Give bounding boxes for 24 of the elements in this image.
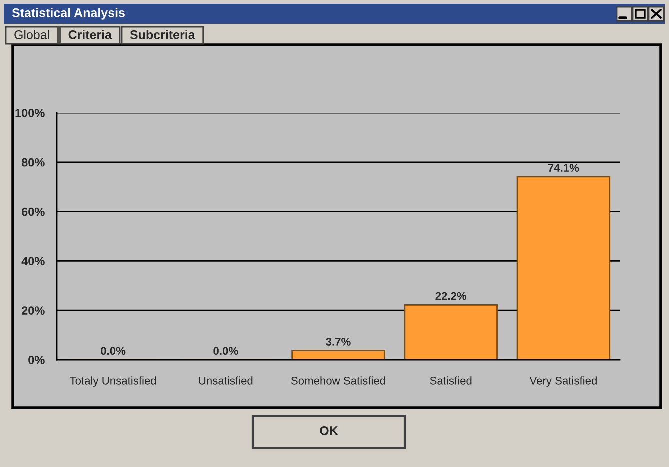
bar (292, 350, 386, 360)
x-tick-label: Satisfied (430, 376, 472, 385)
x-tick-label: Totaly Unsatisfied (70, 376, 156, 388)
text: Criteria (68, 30, 112, 40)
x-tick-label: Unsatisfied (199, 376, 253, 385)
data-label: 0.0% (101, 347, 126, 356)
y-tick-label: 100% (16, 109, 45, 118)
x-tick-label: Somehow Satisfied (291, 376, 386, 385)
data-label: 3.7% (326, 338, 351, 346)
y-tick-label: 20% (22, 306, 45, 315)
bar (516, 176, 611, 360)
y-tick-label: 40% (22, 257, 45, 266)
text: Global (14, 30, 50, 40)
x-tick-label: Very Satisfied (530, 376, 597, 388)
data-label: 22.2% (436, 292, 467, 300)
text: Subcriteria (130, 30, 196, 40)
data-label: 74.1% (548, 164, 580, 172)
chart-title: Statistical Analysis (12, 8, 125, 20)
y-tick-label: 80% (22, 158, 45, 167)
bar (404, 304, 498, 360)
y-tick-label: 60% (22, 208, 45, 216)
y-tick-label: 0% (28, 356, 45, 364)
data-label: 0.0% (214, 347, 238, 356)
text: OK (320, 426, 338, 436)
